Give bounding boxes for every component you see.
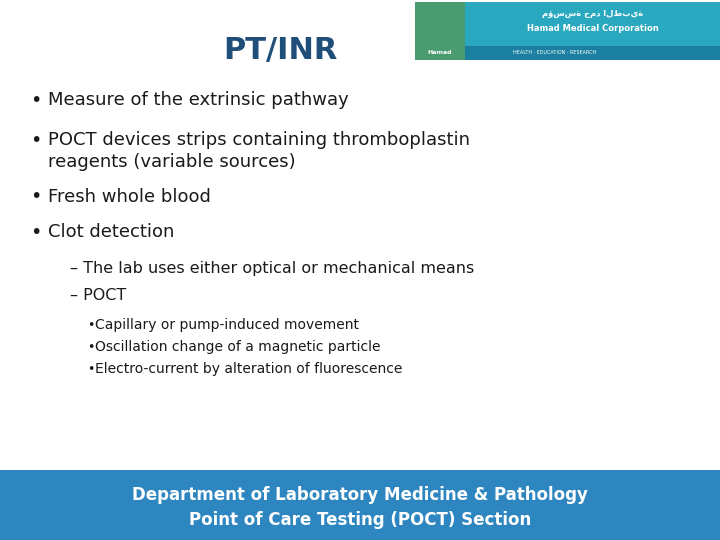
Text: •: • (30, 91, 41, 110)
Text: •: • (87, 362, 94, 375)
Text: Capillary or pump-induced movement: Capillary or pump-induced movement (95, 318, 359, 332)
Text: •: • (30, 222, 41, 241)
Text: Electro-current by alteration of fluorescence: Electro-current by alteration of fluores… (95, 362, 402, 376)
Text: مؤسسة حمد الطبية: مؤسسة حمد الطبية (542, 9, 643, 18)
Text: •: • (87, 319, 94, 332)
Text: Hamad Medical Corporation: Hamad Medical Corporation (526, 24, 658, 32)
Text: Department of Laboratory Medicine & Pathology: Department of Laboratory Medicine & Path… (132, 485, 588, 503)
Bar (415, 2, 465, 60)
Bar (465, 46, 720, 60)
Text: – The lab uses either optical or mechanical means: – The lab uses either optical or mechani… (70, 260, 474, 275)
Text: Hamad: Hamad (428, 51, 452, 56)
Text: Fresh whole blood: Fresh whole blood (48, 188, 211, 206)
Bar (0, 470, 720, 540)
Text: PT/INR: PT/INR (222, 36, 337, 64)
Text: •: • (30, 131, 41, 150)
Text: Oscillation change of a magnetic particle: Oscillation change of a magnetic particl… (95, 340, 380, 354)
Text: Clot detection: Clot detection (48, 223, 174, 241)
Text: – POCT: – POCT (70, 287, 126, 302)
Text: POCT devices strips containing thromboplastin: POCT devices strips containing thrombopl… (48, 131, 470, 149)
Text: Measure of the extrinsic pathway: Measure of the extrinsic pathway (48, 91, 348, 109)
Text: •: • (30, 187, 41, 206)
Bar (415, 2, 720, 60)
Text: •: • (87, 341, 94, 354)
Text: HEALTH · EDUCATION · RESEARCH: HEALTH · EDUCATION · RESEARCH (513, 51, 596, 56)
Text: reagents (variable sources): reagents (variable sources) (48, 153, 296, 171)
Text: Point of Care Testing (POCT) Section: Point of Care Testing (POCT) Section (189, 511, 531, 529)
